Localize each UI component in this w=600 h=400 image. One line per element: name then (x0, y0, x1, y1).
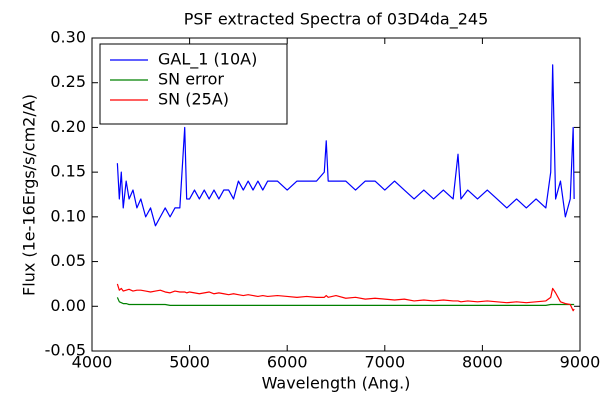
x-tick-label: 5000 (169, 353, 210, 372)
data-line (116, 297, 575, 306)
x-tick-label: 7000 (364, 353, 405, 372)
legend-label: SN (25A) (158, 90, 229, 109)
plot-frame (91, 37, 581, 352)
y-tick-label: 0.10 (50, 206, 86, 225)
y-tick-label: 0.15 (50, 162, 86, 181)
y-axis-label: Flux (1e-16Ergs/s/cm2/A) (20, 94, 39, 296)
legend-label: GAL_1 (10A) (158, 50, 257, 70)
y-tick-label: -0.05 (45, 341, 86, 360)
y-tick-label: 0.05 (50, 251, 86, 270)
legend-label: SN error (158, 70, 224, 89)
y-tick-label: 0.20 (50, 117, 86, 136)
x-tick-label: 9000 (560, 353, 600, 372)
x-tick-label: 6000 (267, 353, 308, 372)
y-tick-label: 0.30 (50, 28, 86, 47)
x-tick-label: 4000 (72, 353, 113, 372)
y-tick-label: 0.25 (50, 72, 86, 91)
x-tick-label: 8000 (462, 353, 503, 372)
legend-box (99, 43, 288, 125)
data-line (116, 283, 575, 312)
x-axis-label: Wavelength (Ang.) (262, 374, 411, 393)
data-line (116, 64, 575, 227)
y-tick-label: 0.00 (50, 296, 86, 315)
chart-title: PSF extracted Spectra of 03D4da_245 (184, 10, 489, 30)
